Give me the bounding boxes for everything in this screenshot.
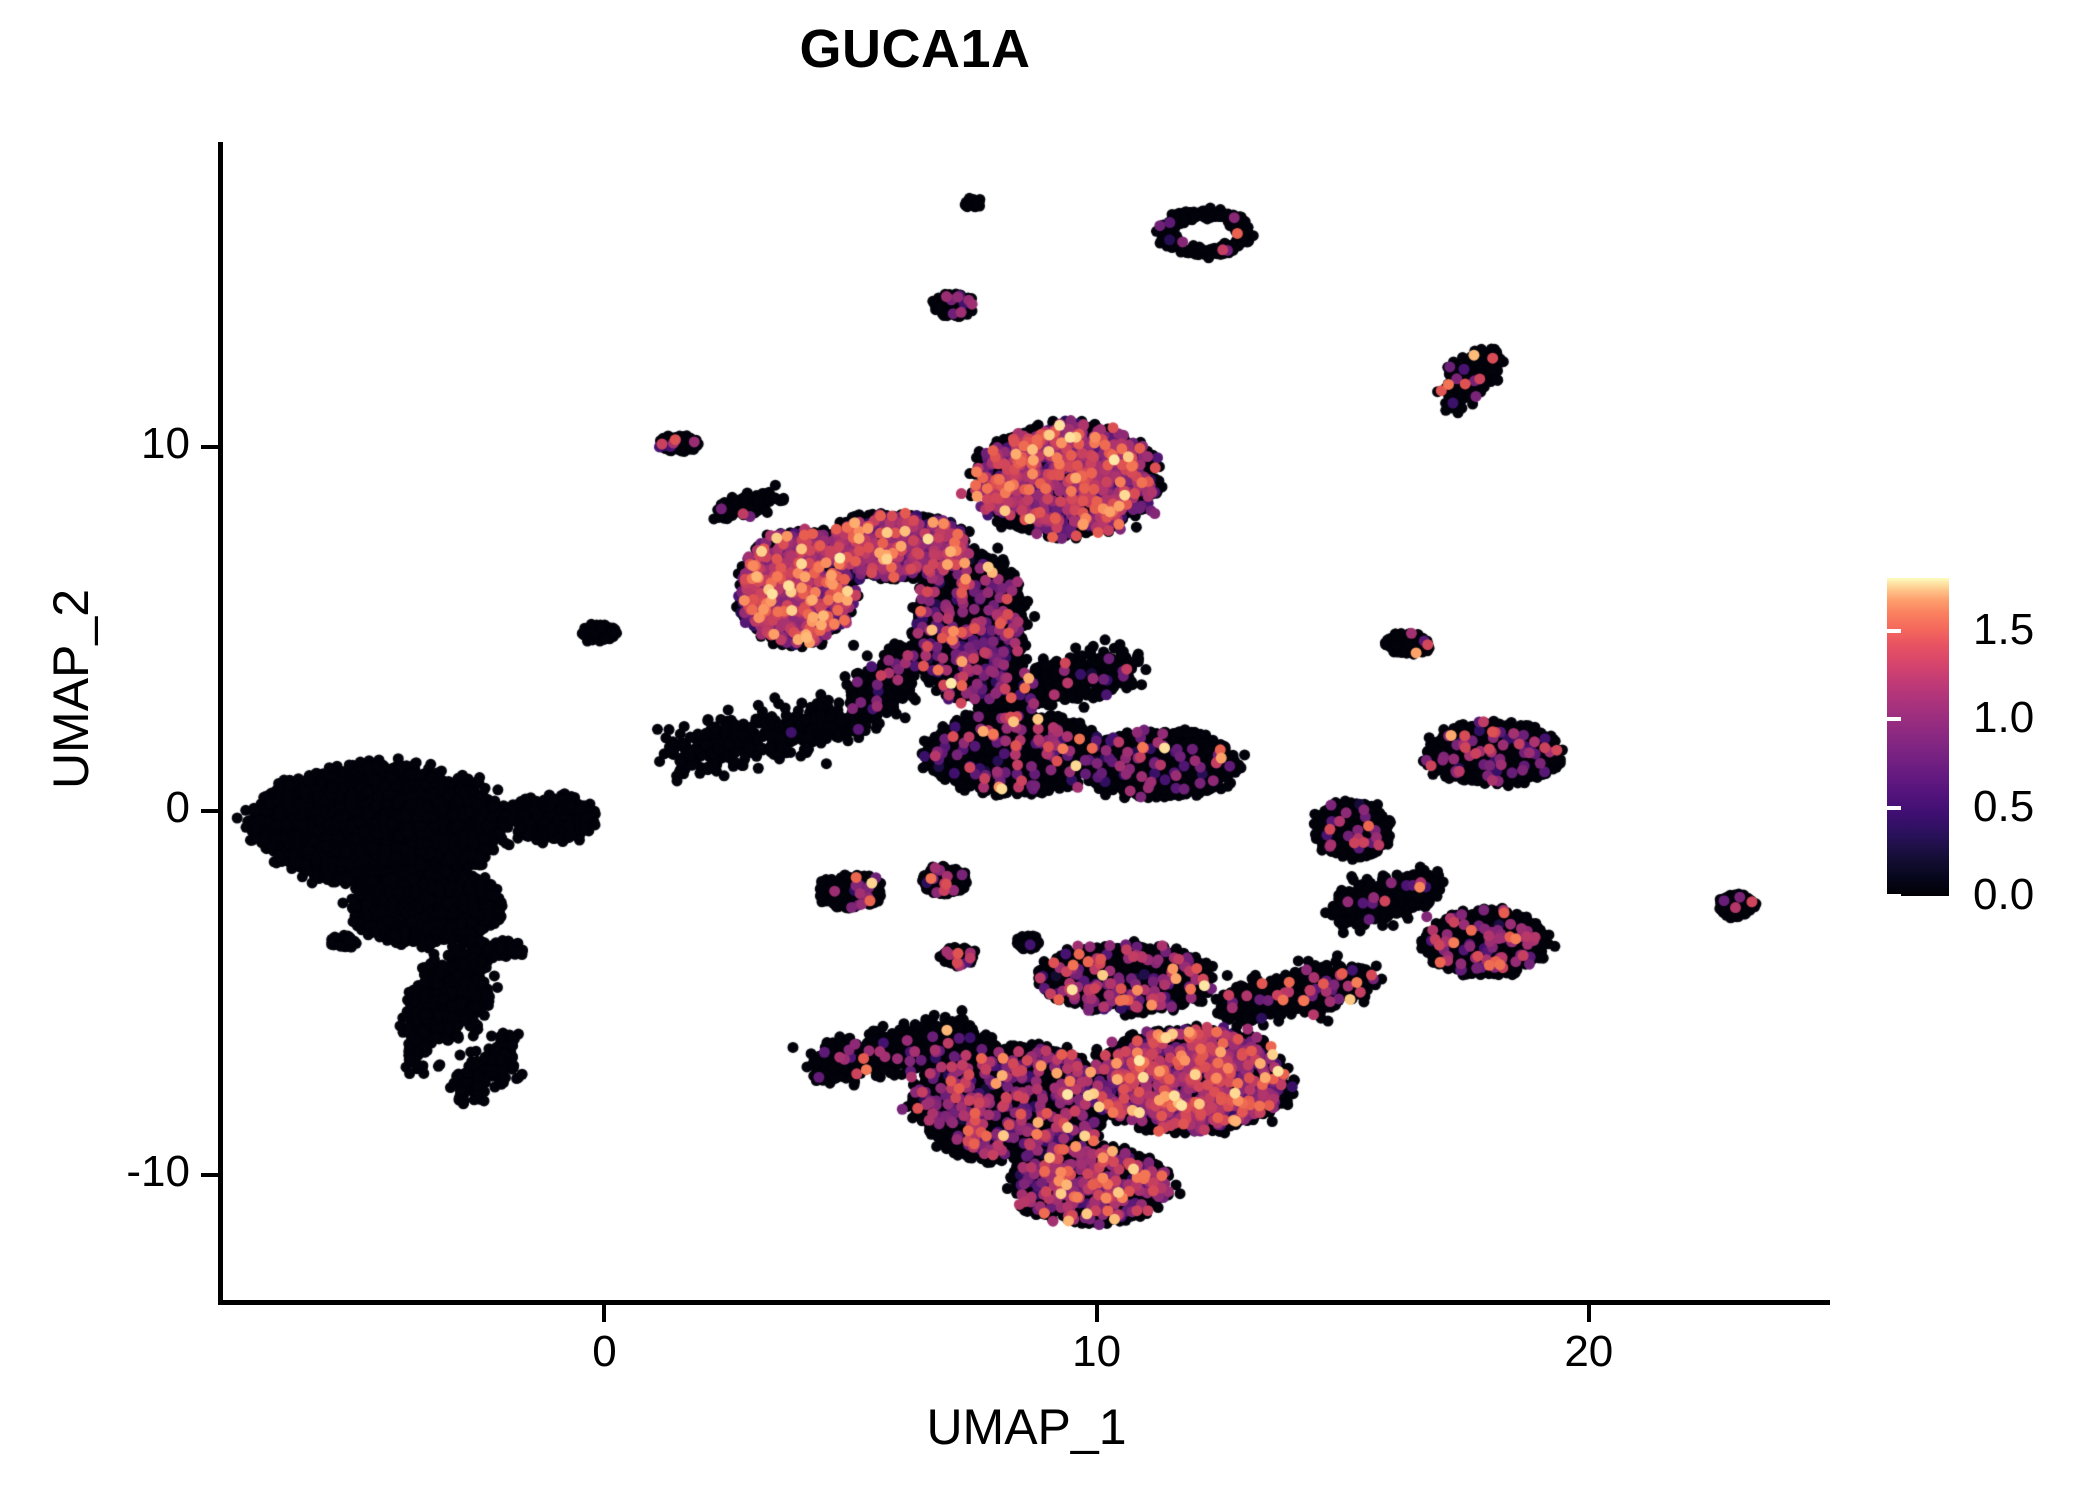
colorbar-tick-mark: [1887, 717, 1901, 722]
y-tick-mark: [201, 809, 218, 814]
colorbar-tick-mark: [1887, 805, 1901, 810]
x-tick-mark: [602, 1305, 607, 1322]
x-tick-mark: [1094, 1305, 1099, 1322]
x-tick-label: 20: [1564, 1327, 1614, 1376]
colorbar-tick-label: 1.0: [1973, 693, 2035, 743]
x-axis-title: UMAP_1: [926, 1399, 1127, 1455]
y-tick-mark: [201, 1172, 218, 1177]
colorbar-tick-mark: [1873, 894, 1887, 898]
colorbar-tick-label: 0.5: [1973, 781, 2035, 831]
scatter-canvas: [223, 142, 1830, 1302]
colorbar-tick-mark: [1887, 894, 1901, 898]
x-axis-line: [218, 1300, 1830, 1305]
colorbar-tick-mark: [1873, 717, 1887, 722]
y-tick-label: -10: [126, 1146, 190, 1196]
y-tick-label: 10: [141, 419, 190, 469]
page-title: GUCA1A: [799, 19, 1031, 79]
colorbar-tick-label: 0.0: [1973, 870, 2035, 919]
y-tick-mark: [201, 445, 218, 450]
colorbar-tick-label: 1.5: [1973, 605, 2035, 654]
colorbar-gradient: [1887, 578, 1949, 896]
plot-panel: [223, 142, 1830, 1302]
y-axis-line: [218, 142, 223, 1305]
x-tick-label: 0: [592, 1327, 617, 1376]
x-tick-label: 10: [1072, 1327, 1122, 1376]
y-tick-label: 0: [165, 783, 190, 833]
colorbar-tick-mark: [1887, 629, 1901, 633]
colorbar-tick-mark: [1873, 629, 1887, 633]
y-axis-title: UMAP_2: [43, 588, 99, 790]
x-tick-mark: [1586, 1305, 1591, 1322]
colorbar-tick-mark: [1873, 805, 1887, 810]
